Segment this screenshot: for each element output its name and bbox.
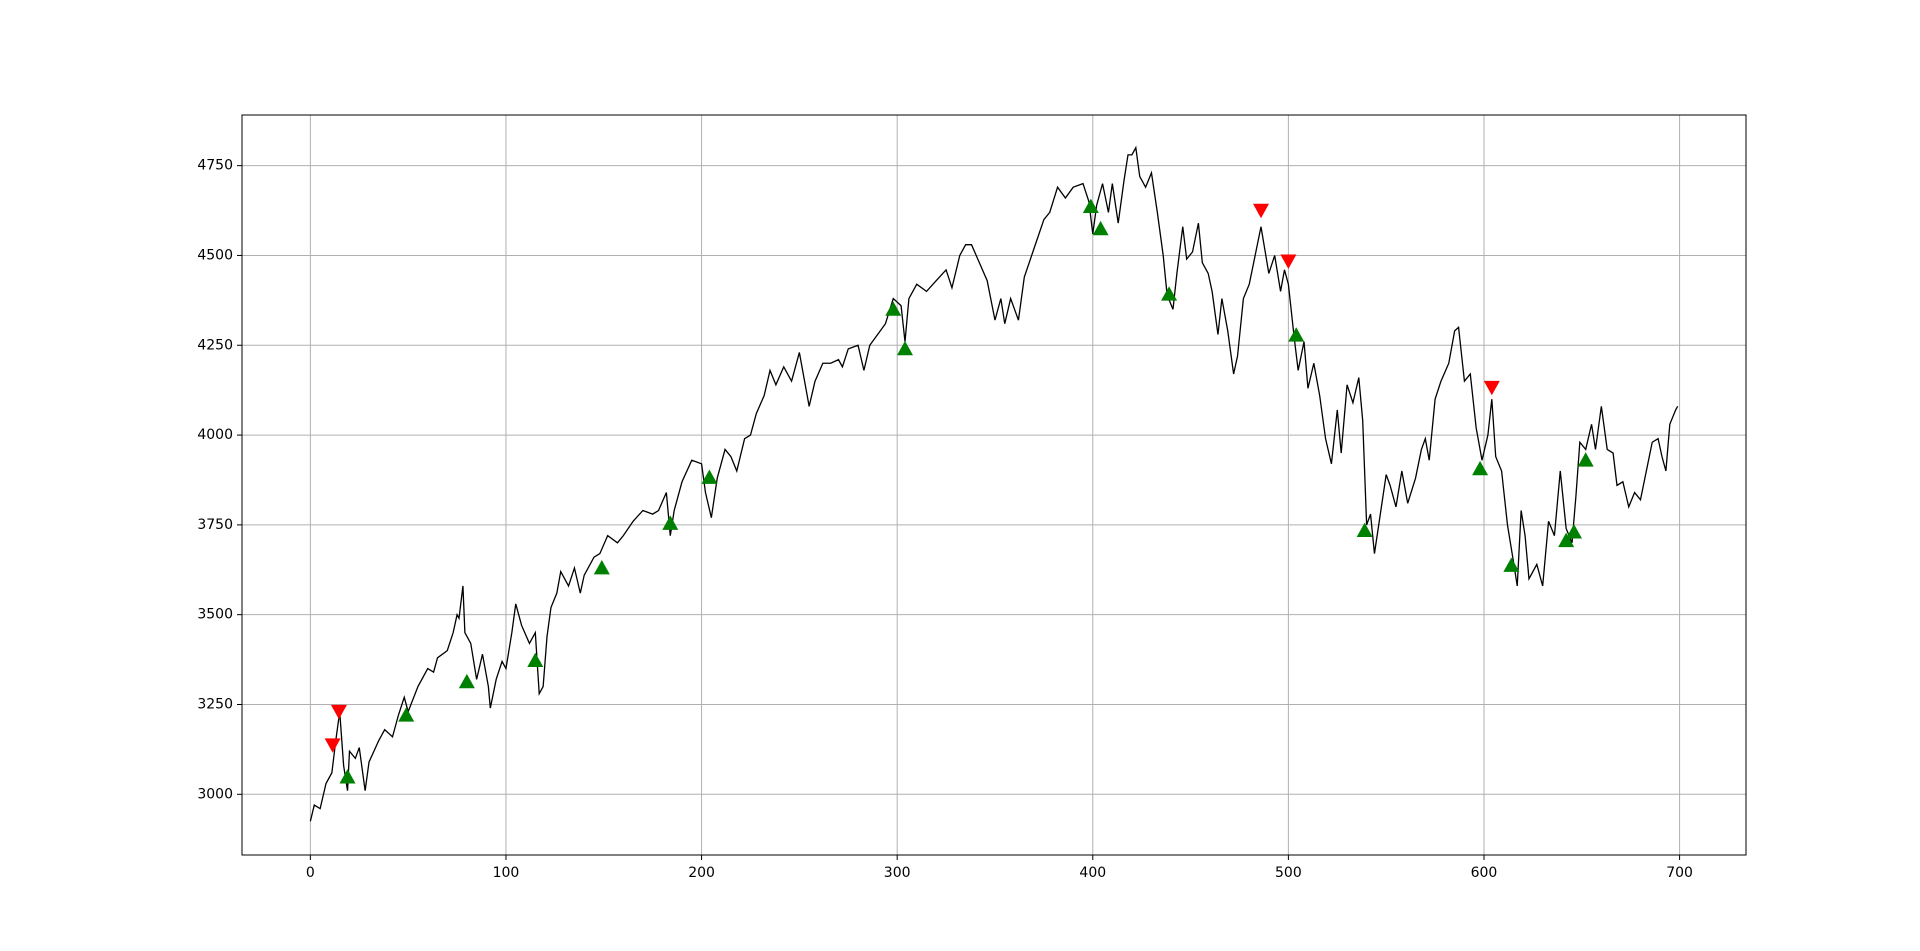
buy-marker [1565,524,1582,539]
buy-marker [527,652,544,668]
buy-marker [701,469,718,484]
sell-marker [324,738,341,753]
sell-marker [1252,203,1269,219]
y-tick-label: 3250 [197,696,233,712]
buy-marker [339,769,356,784]
y-tick-label: 4500 [197,247,233,263]
buy-marker [1092,220,1109,236]
x-tick-label: 700 [1666,865,1693,881]
buy-marker [593,559,610,575]
x-tick-label: 600 [1471,865,1498,881]
buy-marker [398,707,415,722]
sell-marker [1483,380,1500,396]
buy-marker [1161,286,1178,301]
buy-marker [885,301,902,316]
buy-marker [1472,460,1489,476]
x-tick-label: 200 [688,865,715,881]
sell-marker [1280,254,1297,269]
buy-marker [1558,532,1575,548]
buy-marker [458,673,475,689]
buy-marker [1577,452,1594,467]
x-tick-label: 400 [1079,865,1106,881]
price-line [309,145,1679,822]
y-tick-label: 3000 [197,786,233,802]
x-tick-label: 100 [493,865,520,881]
sell-marker [330,704,347,720]
buy-marker [1356,522,1373,538]
y-tick-label: 4750 [197,158,233,174]
buy-marker [662,515,679,530]
x-tick-label: 500 [1275,865,1302,881]
y-tick-label: 3750 [197,517,233,533]
buy-marker [1082,198,1099,214]
buy-marker [897,340,914,356]
buy-marker [1288,327,1305,342]
y-tick-label: 4250 [197,337,233,353]
x-tick-label: 300 [884,865,911,881]
x-tick-label: 0 [306,865,315,881]
buy-marker [1503,557,1520,572]
y-tick-label: 3500 [197,607,233,623]
y-tick-label: 4000 [197,427,233,443]
plot-frame [241,114,1747,856]
